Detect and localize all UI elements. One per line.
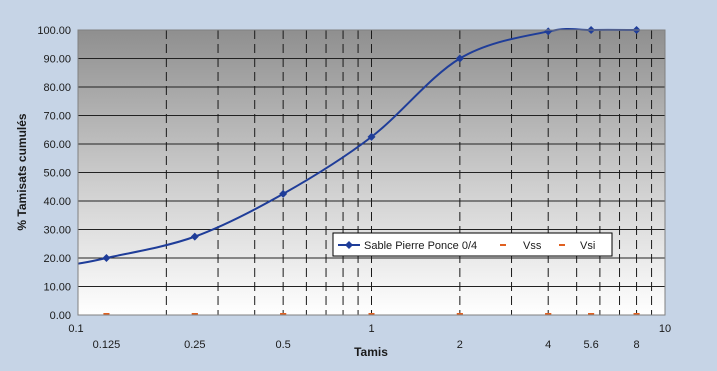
x-tick-label-sieve: 5.6 [583, 339, 598, 351]
y-tick-label: 0.00 [50, 310, 71, 322]
y-tick-label: 70.00 [43, 111, 71, 123]
legend-label-vsi: Vsi [580, 240, 595, 252]
y-tick-label: 100.00 [37, 25, 71, 37]
x-axis-title: Tamis [354, 345, 388, 359]
legend-label-main: Sable Pierre Ponce 0/4 [364, 240, 477, 252]
x-tick-label-decade: 1 [368, 323, 374, 335]
x-tick-label-sieve: 0.5 [275, 339, 290, 351]
x-tick-label-sieve: 0.125 [93, 339, 121, 351]
data-point-main [279, 189, 288, 198]
x-tick-label-decade: 0.1 [68, 323, 83, 335]
data-point-main [455, 54, 464, 63]
data-point-main [190, 232, 199, 241]
x-tick-label-sieve: 8 [633, 339, 639, 351]
y-tick-label: 30.00 [43, 225, 71, 237]
x-tick-label-sieve: 2 [457, 339, 463, 351]
y-axis-title: % Tamisats cumulés [15, 113, 29, 230]
plot-border [77, 29, 666, 316]
x-tick-label-decade: 10 [659, 323, 671, 335]
legend-label-vss: Vss [523, 240, 542, 252]
data-point-main [102, 254, 111, 262]
x-tick-label-sieve: 0.25 [184, 339, 205, 351]
y-tick-label: 90.00 [43, 54, 71, 66]
legend: Sable Pierre Ponce 0/4 Vss Vsi [332, 232, 613, 257]
y-tick-label: 50.00 [43, 168, 71, 180]
legend-main-marker [345, 241, 353, 249]
legend-box [332, 232, 613, 257]
data-point-main [544, 27, 553, 36]
y-tick-label: 40.00 [43, 196, 71, 208]
y-tick-label: 80.00 [43, 82, 71, 94]
y-tick-label: 20.00 [43, 253, 71, 265]
y-tick-label: 10.00 [43, 282, 71, 294]
x-tick-label-sieve: 4 [545, 339, 551, 351]
data-point-main [367, 132, 376, 141]
y-tick-label: 60.00 [43, 139, 71, 151]
